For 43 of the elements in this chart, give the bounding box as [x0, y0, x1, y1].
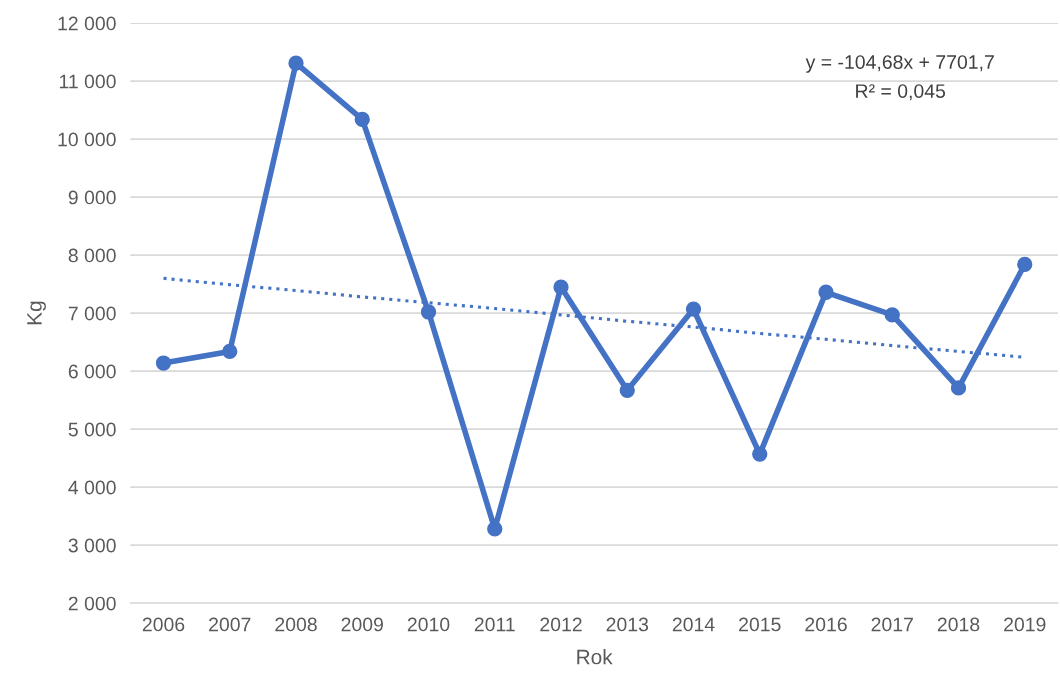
- point: [1017, 256, 1033, 273]
- point: [487, 521, 503, 537]
- point: [685, 301, 702, 317]
- y-tick-label: 3 000: [68, 538, 116, 553]
- x-tick-label: 2015: [739, 617, 781, 632]
- x-axis-title: Rok: [577, 649, 613, 665]
- point: [752, 446, 768, 462]
- point: [155, 355, 172, 371]
- x-tick-label: 2006: [142, 617, 185, 632]
- x-tick-label: 2011: [474, 617, 515, 632]
- x-tick-label: 2014: [672, 617, 715, 632]
- point: [354, 111, 370, 128]
- point: [950, 380, 967, 396]
- y-tick-label: 5 000: [68, 422, 116, 437]
- x-tick-label: 2016: [805, 617, 847, 632]
- point: [420, 304, 437, 320]
- x-tick-label: 2013: [606, 617, 649, 632]
- y-tick-label: 8 000: [68, 248, 116, 263]
- x-tick-label: 2008: [275, 617, 317, 632]
- point: [553, 279, 569, 295]
- x-tick-label: 2012: [540, 617, 582, 632]
- y-axis-title: Kg: [27, 301, 46, 325]
- y-tick-label: 4 000: [68, 480, 116, 495]
- x-tick-label: 2017: [871, 617, 913, 632]
- y-tick-label: 10 000: [58, 132, 116, 147]
- annotation: y = -104,68x + 7701,7: [805, 55, 994, 73]
- point: [222, 343, 238, 360]
- y-tick-label: 11 000: [59, 74, 116, 89]
- x-tick-label: 2018: [937, 617, 980, 632]
- y-tick-label: 12 000: [58, 16, 116, 31]
- y-tick-label: 7 000: [68, 306, 116, 321]
- y-tick-label: 6 000: [68, 364, 116, 379]
- x-tick-label: 2019: [1004, 617, 1046, 632]
- y-tick-label: 9 000: [68, 190, 116, 205]
- x-tick-label: 2009: [341, 617, 383, 632]
- x-tick-label: 2010: [407, 617, 450, 632]
- point: [884, 307, 900, 323]
- y-tick-label: 2 000: [68, 596, 116, 611]
- point: [818, 284, 834, 300]
- point: [288, 55, 304, 71]
- annotation: R² = 0,045: [856, 84, 946, 101]
- point: [619, 382, 635, 398]
- x-tick-label: 2007: [209, 617, 251, 632]
